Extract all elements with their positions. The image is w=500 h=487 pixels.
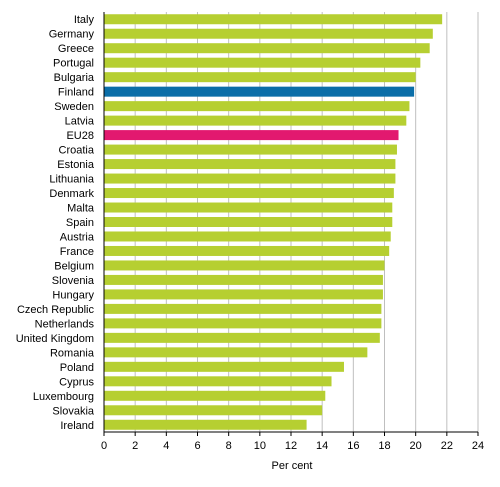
category-label: Czech Republic xyxy=(17,304,95,316)
bar-france xyxy=(104,245,390,256)
bar-united-kingdom xyxy=(104,332,380,343)
category-label: Spain xyxy=(66,217,94,229)
category-label: Luxembourg xyxy=(33,391,94,403)
bar-netherlands xyxy=(104,318,382,329)
x-tick-label: 14 xyxy=(316,440,328,452)
x-tick-label: 22 xyxy=(441,440,453,452)
x-tick-label: 16 xyxy=(347,440,359,452)
category-label: EU28 xyxy=(66,130,94,142)
category-label: Malta xyxy=(67,203,95,215)
category-label: Greece xyxy=(58,43,94,55)
category-label: Netherlands xyxy=(35,318,95,330)
x-tick-label: 0 xyxy=(101,440,107,452)
category-label: Latvia xyxy=(65,116,95,128)
bar-lithuania xyxy=(104,173,396,184)
x-tick-label: 24 xyxy=(472,440,484,452)
category-label: Finland xyxy=(58,87,94,99)
category-label: Slovenia xyxy=(52,275,95,287)
category-label: Croatia xyxy=(59,145,95,157)
category-label: Portugal xyxy=(53,58,94,70)
category-label: Italy xyxy=(74,14,95,26)
bar-czech-republic xyxy=(104,303,382,314)
x-tick-label: 8 xyxy=(226,440,232,452)
bar-romania xyxy=(104,347,368,358)
bar-cyprus xyxy=(104,376,332,387)
category-label: France xyxy=(60,246,94,258)
bar-poland xyxy=(104,361,344,372)
bar-greece xyxy=(104,43,430,54)
bar-luxembourg xyxy=(104,390,326,401)
bar-austria xyxy=(104,231,391,242)
bar-slovenia xyxy=(104,274,383,285)
bar-belgium xyxy=(104,260,385,271)
x-tick-label: 10 xyxy=(254,440,266,452)
x-tick-labels: 0 2 4 6 8 10 12 14 16 18 20 22 24 xyxy=(101,440,484,452)
x-tick-label: 4 xyxy=(163,440,169,452)
x-tick-label: 6 xyxy=(194,440,200,452)
bar-ireland xyxy=(104,419,307,430)
category-label: Bulgaria xyxy=(54,72,95,84)
category-label: Austria xyxy=(60,231,95,243)
bar-bulgaria xyxy=(104,72,416,83)
bar-denmark xyxy=(104,188,394,199)
bar-portugal xyxy=(104,57,421,68)
bar-finland xyxy=(104,86,415,97)
x-axis-title: Per cent xyxy=(272,460,313,472)
category-label: Hungary xyxy=(52,289,94,301)
category-labels: Italy Germany Greece Portugal Bulgaria Finlan… xyxy=(16,14,95,432)
bar-hungary xyxy=(104,289,383,300)
x-tick-label: 18 xyxy=(378,440,390,452)
category-label: Slovakia xyxy=(52,405,94,417)
bar-italy xyxy=(104,14,443,25)
bar-germany xyxy=(104,28,433,39)
category-label: Lithuania xyxy=(49,174,95,186)
category-label: Poland xyxy=(60,362,94,374)
bar-slovakia xyxy=(104,405,323,416)
bar-eu28 xyxy=(104,130,399,141)
bar-croatia xyxy=(104,144,397,155)
category-label: Estonia xyxy=(57,159,95,171)
category-label: Ireland xyxy=(60,420,94,432)
category-label: Belgium xyxy=(54,260,94,272)
category-label: Romania xyxy=(50,347,95,359)
category-label: Sweden xyxy=(54,101,94,113)
axes xyxy=(103,12,479,436)
category-label: Cyprus xyxy=(59,376,94,388)
category-label: Germany xyxy=(49,29,95,41)
x-tick-label: 2 xyxy=(132,440,138,452)
bar-malta xyxy=(104,202,393,213)
bars xyxy=(104,14,443,430)
bar-spain xyxy=(104,217,393,227)
bar-sweden xyxy=(104,101,410,112)
bar-estonia xyxy=(104,159,396,170)
bar-latvia xyxy=(104,115,407,126)
x-tick-label: 12 xyxy=(285,440,297,452)
category-label: Denmark xyxy=(49,188,94,200)
x-tick-label: 20 xyxy=(410,440,422,452)
category-label: United Kingdom xyxy=(16,333,94,345)
